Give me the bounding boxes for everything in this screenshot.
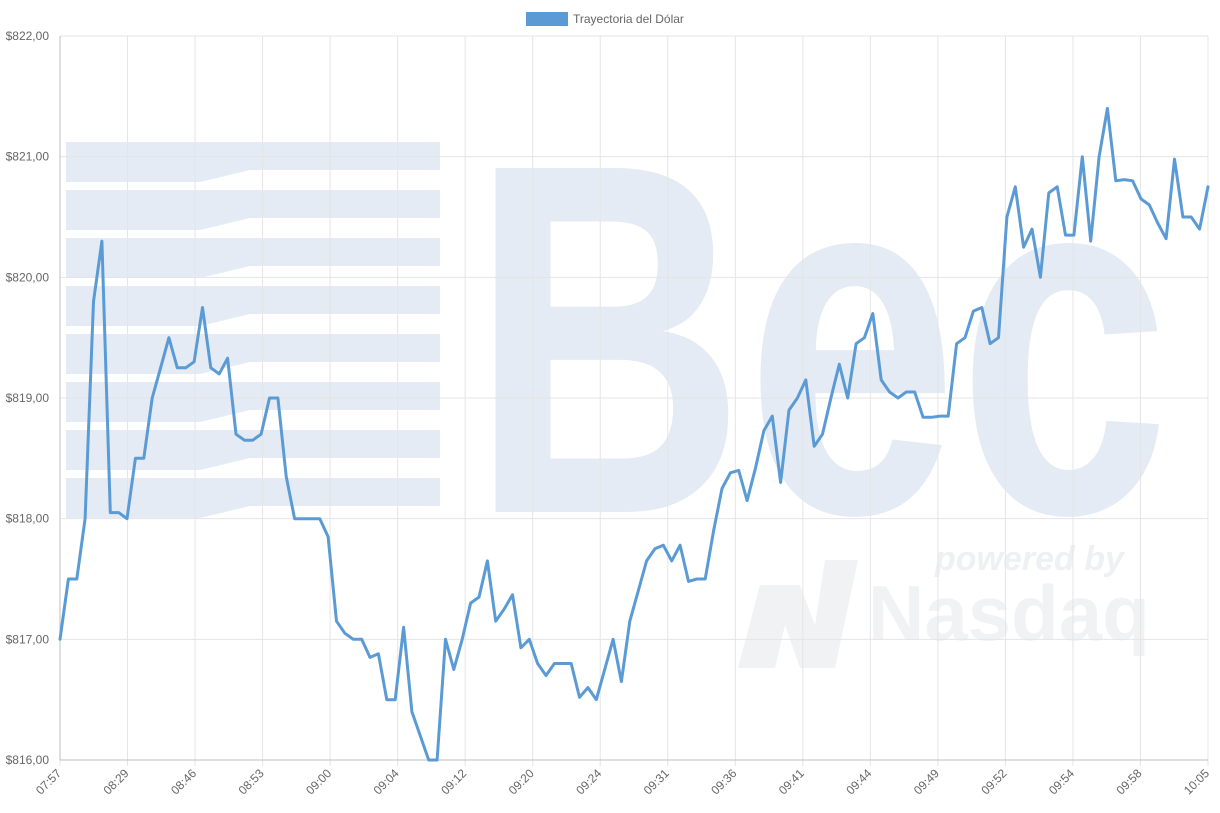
logo-stripe — [66, 286, 440, 326]
x-tick-label: 09:04 — [371, 766, 402, 797]
x-tick-label: 08:29 — [101, 766, 132, 797]
x-tick-label: 07:57 — [33, 766, 64, 797]
y-tick-label: $817,00 — [6, 632, 50, 646]
watermark-powered-by: powered by — [934, 540, 1126, 578]
logo-stripe — [66, 478, 440, 518]
logo-stripe — [66, 334, 440, 374]
x-tick-label: 09:36 — [708, 766, 739, 797]
x-tick-label: 09:44 — [843, 766, 874, 797]
logo-stripe — [66, 142, 440, 182]
legend-swatch[interactable] — [526, 12, 568, 26]
x-tick-label: 09:20 — [506, 766, 537, 797]
x-tick-label: 09:24 — [573, 766, 604, 797]
x-tick-label: 09:49 — [911, 766, 942, 797]
x-tick-label: 10:05 — [1181, 766, 1212, 797]
series-group — [58, 106, 1210, 762]
bec-watermark: Bec powered by Nasdaq — [66, 59, 1170, 668]
logo-stripe — [66, 238, 440, 278]
x-tick-label: 09:41 — [776, 766, 807, 797]
x-tick-label: 08:53 — [236, 766, 267, 797]
x-tick-label: 09:58 — [1113, 766, 1144, 797]
x-tick-label: 09:12 — [438, 766, 469, 797]
x-axis-ticks: 07:57 08:29 08:46 08:53 09:00 09:04 09:12 09:20… — [33, 766, 1212, 797]
y-tick-label: $822,00 — [6, 29, 50, 43]
chart-legend[interactable]: Trayectoria del Dólar — [526, 12, 684, 26]
x-tick-label: 09:54 — [1046, 766, 1077, 797]
y-tick-label: $818,00 — [6, 512, 50, 526]
y-tick-label: $816,00 — [6, 753, 50, 767]
x-tick-label: 09:00 — [303, 766, 334, 797]
x-tick-label: 08:46 — [168, 766, 199, 797]
y-axis-ticks: $822,00 $821,00 $820,00 $819,00 $818,00 $817,… — [6, 29, 50, 767]
logo-stripe — [66, 190, 440, 230]
y-tick-label: $819,00 — [6, 391, 50, 405]
series-line[interactable] — [58, 106, 1210, 762]
watermark-nasdaq: Nasdaq — [868, 569, 1150, 657]
y-tick-label: $820,00 — [6, 270, 50, 284]
logo-stripe — [66, 430, 440, 470]
logo-stripe — [66, 382, 440, 422]
nasdaq-mark-icon — [738, 560, 858, 668]
legend-label[interactable]: Trayectoria del Dólar — [573, 12, 684, 26]
x-tick-label: 09:52 — [978, 766, 1009, 797]
watermark-logo-text: Bec — [470, 59, 1170, 618]
bec-logo-stripes-icon — [66, 142, 440, 518]
x-tick-label: 09:31 — [641, 766, 672, 797]
y-tick-label: $821,00 — [6, 150, 50, 164]
